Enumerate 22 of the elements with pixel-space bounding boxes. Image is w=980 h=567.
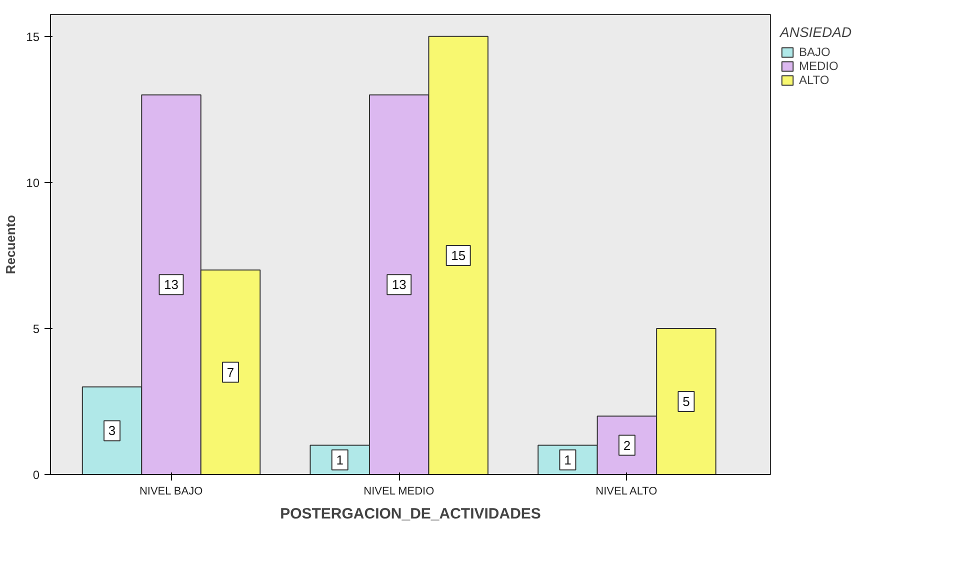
data-label: 7	[226, 364, 234, 380]
data-label: 1	[564, 452, 572, 468]
legend-title: ANSIEDAD	[780, 24, 852, 40]
y-tick-label: 10	[26, 176, 40, 190]
data-label: 15	[451, 248, 466, 263]
legend-label: ALTO	[799, 73, 830, 87]
data-label: 13	[392, 277, 406, 292]
data-label: 3	[108, 423, 116, 438]
legend-label: BAJO	[799, 45, 830, 59]
data-label: 5	[682, 394, 690, 409]
x-tick-label: NIVEL ALTO	[596, 486, 658, 498]
y-axis-title: Recuento	[3, 214, 18, 274]
data-label: 2	[623, 438, 631, 453]
x-axis-title: POSTERGACION_DE_ACTIVIDADES	[280, 506, 541, 522]
y-tick-label: 5	[32, 322, 40, 336]
x-tick-label: NIVEL BAJO	[139, 486, 204, 498]
data-label: 1	[336, 452, 344, 468]
y-tick-label: 0	[32, 468, 40, 482]
legend-label: MEDIO	[799, 59, 838, 73]
x-tick-label: NIVEL MEDIO	[364, 486, 435, 498]
y-tick-label: 15	[26, 30, 40, 44]
data-label: 13	[164, 277, 178, 292]
